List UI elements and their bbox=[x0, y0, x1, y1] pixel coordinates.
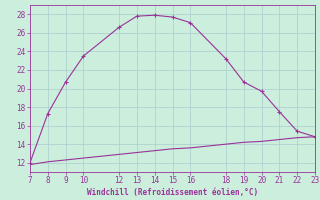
X-axis label: Windchill (Refroidissement éolien,°C): Windchill (Refroidissement éolien,°C) bbox=[87, 188, 258, 197]
